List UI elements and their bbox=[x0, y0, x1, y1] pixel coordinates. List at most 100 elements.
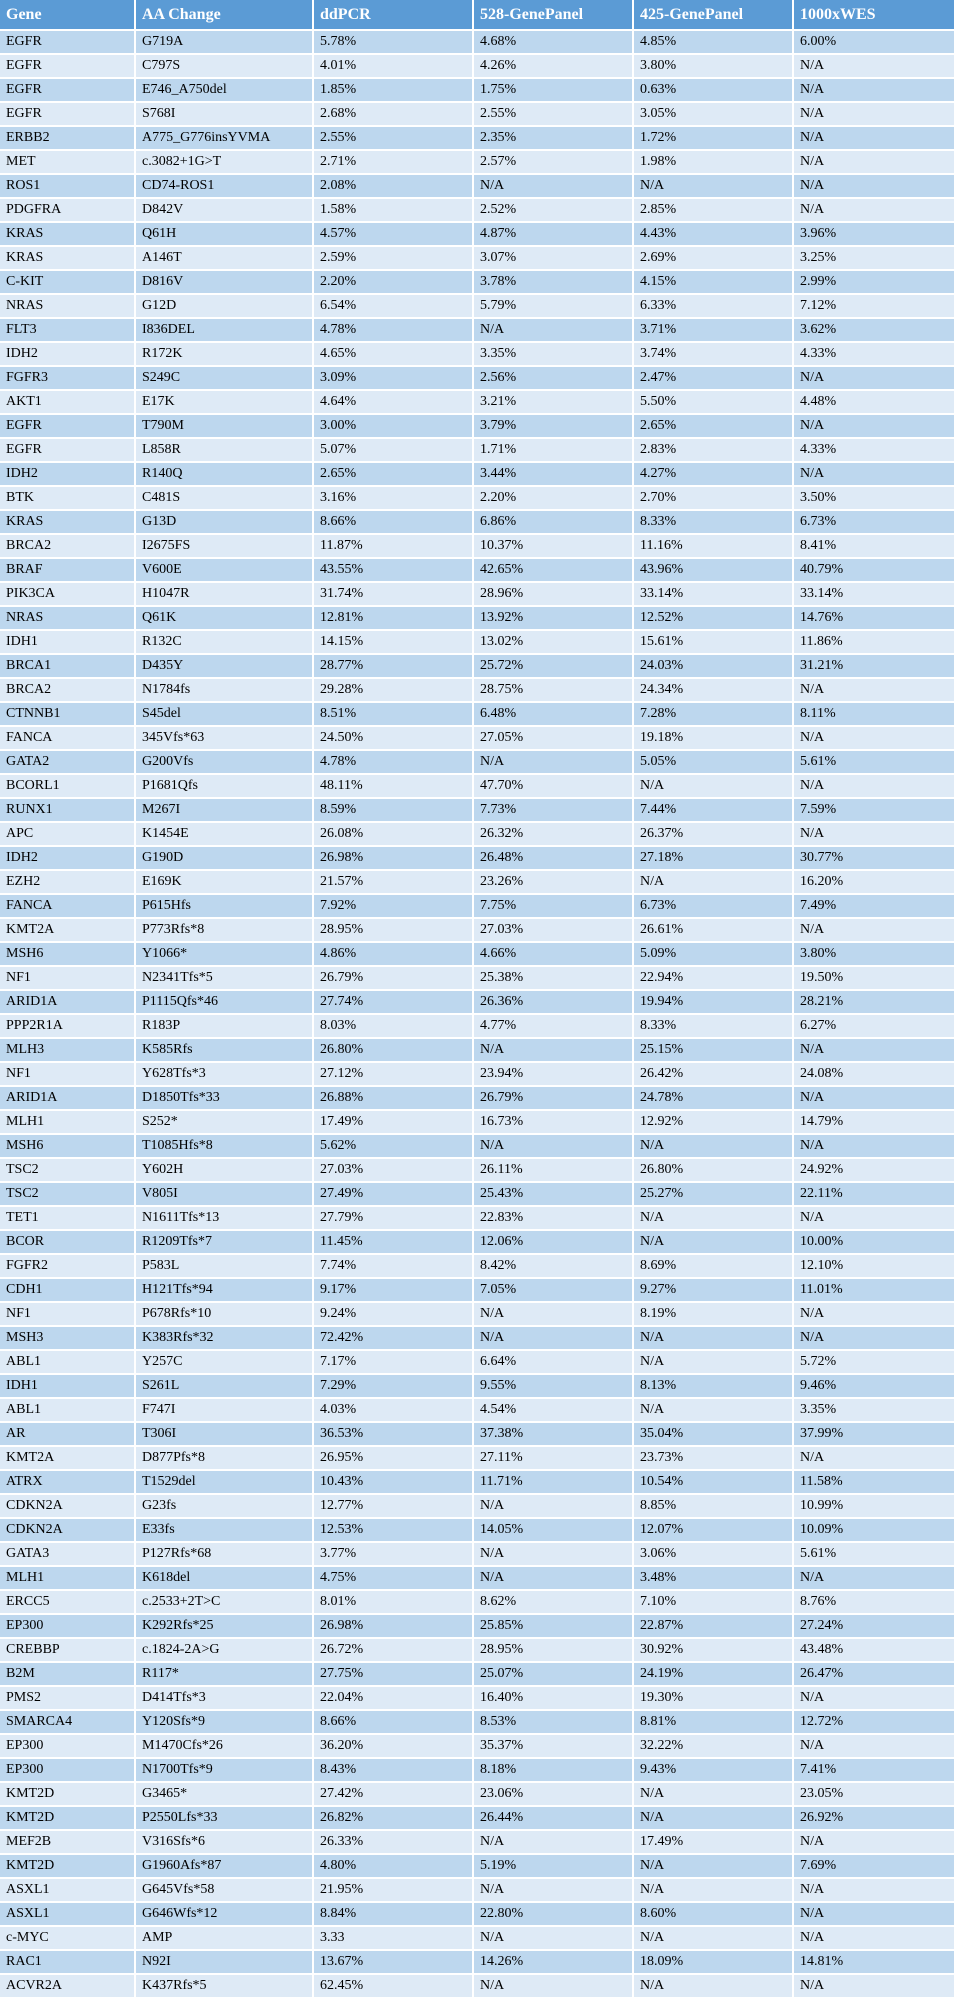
cell-528-genepanel: 4.68% bbox=[473, 30, 634, 55]
cell-425-genepanel: 33.14% bbox=[633, 582, 794, 607]
cell-425-genepanel: 8.69% bbox=[633, 1254, 794, 1279]
cell-1000xwes: 33.14% bbox=[793, 582, 954, 607]
cell-528-genepanel: 14.05% bbox=[473, 1518, 634, 1543]
cell-1000xwes: 14.76% bbox=[793, 606, 954, 631]
cell-aa-change: 345Vfs*63 bbox=[135, 726, 314, 751]
cell-528-genepanel: 5.79% bbox=[473, 294, 634, 319]
cell-aa-change: C797S bbox=[135, 54, 314, 79]
cell-ddpcr: 4.03% bbox=[313, 1398, 474, 1423]
table-row: EP300 M1470Cfs*26 36.20% 35.37% 32.22% N/A bbox=[0, 1734, 954, 1759]
cell-1000xwes: 5.61% bbox=[793, 750, 954, 775]
cell-425-genepanel: 3.80% bbox=[633, 54, 794, 79]
cell-aa-change: P615Hfs bbox=[135, 894, 314, 919]
cell-528-genepanel: 2.57% bbox=[473, 150, 634, 175]
cell-1000xwes: 8.11% bbox=[793, 702, 954, 727]
cell-gene: KMT2A bbox=[0, 918, 136, 943]
cell-528-genepanel: 6.64% bbox=[473, 1350, 634, 1375]
cell-528-genepanel: 27.11% bbox=[473, 1446, 634, 1471]
cell-ddpcr: 14.15% bbox=[313, 630, 474, 655]
cell-gene: PDGFRA bbox=[0, 198, 136, 223]
table-row: MLH1 S252* 17.49% 16.73% 12.92% 14.79% bbox=[0, 1110, 954, 1135]
cell-aa-change: Y257C bbox=[135, 1350, 314, 1375]
cell-1000xwes: N/A bbox=[793, 1974, 954, 1999]
cell-1000xwes: N/A bbox=[793, 1566, 954, 1591]
cell-gene: BCOR bbox=[0, 1230, 136, 1255]
cell-425-genepanel: N/A bbox=[633, 1782, 794, 1807]
cell-425-genepanel: 22.87% bbox=[633, 1614, 794, 1639]
cell-ddpcr: 12.81% bbox=[313, 606, 474, 631]
cell-aa-change: R132C bbox=[135, 630, 314, 655]
cell-1000xwes: 3.96% bbox=[793, 222, 954, 247]
cell-gene: MLH1 bbox=[0, 1566, 136, 1591]
table-row: FGFR2 P583L 7.74% 8.42% 8.69% 12.10% bbox=[0, 1254, 954, 1279]
cell-1000xwes: 5.61% bbox=[793, 1542, 954, 1567]
cell-ddpcr: 26.98% bbox=[313, 846, 474, 871]
cell-528-genepanel: 7.73% bbox=[473, 798, 634, 823]
cell-aa-change: T790M bbox=[135, 414, 314, 439]
cell-528-genepanel: 27.05% bbox=[473, 726, 634, 751]
cell-ddpcr: 36.53% bbox=[313, 1422, 474, 1447]
table-row: CDKN2A G23fs 12.77% N/A 8.85% 10.99% bbox=[0, 1494, 954, 1519]
cell-gene: BRAF bbox=[0, 558, 136, 583]
cell-528-genepanel: 3.07% bbox=[473, 246, 634, 271]
table-body: EGFR G719A 5.78% 4.68% 4.85% 6.00% EGFR C797S 4.… bbox=[0, 30, 954, 1999]
table-row: IDH1 S261L 7.29% 9.55% 8.13% 9.46% bbox=[0, 1374, 954, 1399]
cell-ddpcr: 2.59% bbox=[313, 246, 474, 271]
cell-aa-change: G645Vfs*58 bbox=[135, 1878, 314, 1903]
cell-ddpcr: 3.09% bbox=[313, 366, 474, 391]
cell-425-genepanel: 15.61% bbox=[633, 630, 794, 655]
cell-1000xwes: N/A bbox=[793, 1686, 954, 1711]
cell-ddpcr: 21.95% bbox=[313, 1878, 474, 1903]
cell-1000xwes: 4.33% bbox=[793, 438, 954, 463]
cell-425-genepanel: 12.07% bbox=[633, 1518, 794, 1543]
cell-aa-change: R140Q bbox=[135, 462, 314, 487]
cell-aa-change: S261L bbox=[135, 1374, 314, 1399]
cell-1000xwes: N/A bbox=[793, 198, 954, 223]
cell-425-genepanel: 2.65% bbox=[633, 414, 794, 439]
cell-528-genepanel: 22.83% bbox=[473, 1206, 634, 1231]
table-row: PDGFRA D842V 1.58% 2.52% 2.85% N/A bbox=[0, 198, 954, 223]
cell-528-genepanel: 28.95% bbox=[473, 1638, 634, 1663]
cell-1000xwes: 11.01% bbox=[793, 1278, 954, 1303]
cell-gene: FLT3 bbox=[0, 318, 136, 343]
cell-425-genepanel: N/A bbox=[633, 1230, 794, 1255]
cell-528-genepanel: 2.56% bbox=[473, 366, 634, 391]
table-row: MET c.3082+1G>T 2.71% 2.57% 1.98% N/A bbox=[0, 150, 954, 175]
cell-425-genepanel: 12.92% bbox=[633, 1110, 794, 1135]
cell-gene: EP300 bbox=[0, 1614, 136, 1639]
table-row: NRAS Q61K 12.81% 13.92% 12.52% 14.76% bbox=[0, 606, 954, 631]
cell-528-genepanel: 25.43% bbox=[473, 1182, 634, 1207]
cell-gene: GATA2 bbox=[0, 750, 136, 775]
cell-1000xwes: 10.99% bbox=[793, 1494, 954, 1519]
cell-ddpcr: 4.57% bbox=[313, 222, 474, 247]
cell-528-genepanel: 22.80% bbox=[473, 1902, 634, 1927]
cell-425-genepanel: 6.33% bbox=[633, 294, 794, 319]
cell-ddpcr: 8.66% bbox=[313, 510, 474, 535]
table-row: MSH3 K383Rfs*32 72.42% N/A N/A N/A bbox=[0, 1326, 954, 1351]
cell-528-genepanel: 10.37% bbox=[473, 534, 634, 559]
cell-aa-change: V600E bbox=[135, 558, 314, 583]
cell-gene: KMT2A bbox=[0, 1446, 136, 1471]
cell-gene: BRCA2 bbox=[0, 534, 136, 559]
cell-425-genepanel: 3.06% bbox=[633, 1542, 794, 1567]
cell-aa-change: E33fs bbox=[135, 1518, 314, 1543]
table-row: GATA3 P127Rfs*68 3.77% N/A 3.06% 5.61% bbox=[0, 1542, 954, 1567]
cell-gene: NF1 bbox=[0, 1302, 136, 1327]
cell-528-genepanel: 4.66% bbox=[473, 942, 634, 967]
cell-gene: ARID1A bbox=[0, 990, 136, 1015]
table-row: SMARCA4 Y120Sfs*9 8.66% 8.53% 8.81% 12.72% bbox=[0, 1710, 954, 1735]
cell-528-genepanel: 28.96% bbox=[473, 582, 634, 607]
cell-gene: B2M bbox=[0, 1662, 136, 1687]
cell-528-genepanel: 7.75% bbox=[473, 894, 634, 919]
table-row: BCORL1 P1681Qfs 48.11% 47.70% N/A N/A bbox=[0, 774, 954, 799]
cell-425-genepanel: 5.09% bbox=[633, 942, 794, 967]
cell-528-genepanel: 26.36% bbox=[473, 990, 634, 1015]
cell-aa-change: K437Rfs*5 bbox=[135, 1974, 314, 1999]
cell-528-genepanel: 11.71% bbox=[473, 1470, 634, 1495]
cell-1000xwes: 26.92% bbox=[793, 1806, 954, 1831]
cell-aa-change: T1085Hfs*8 bbox=[135, 1134, 314, 1159]
cell-425-genepanel: 8.19% bbox=[633, 1302, 794, 1327]
cell-1000xwes: 6.00% bbox=[793, 30, 954, 55]
cell-aa-change: N1700Tfs*9 bbox=[135, 1758, 314, 1783]
column-header-528-genepanel: 528-GenePanel bbox=[473, 0, 634, 31]
